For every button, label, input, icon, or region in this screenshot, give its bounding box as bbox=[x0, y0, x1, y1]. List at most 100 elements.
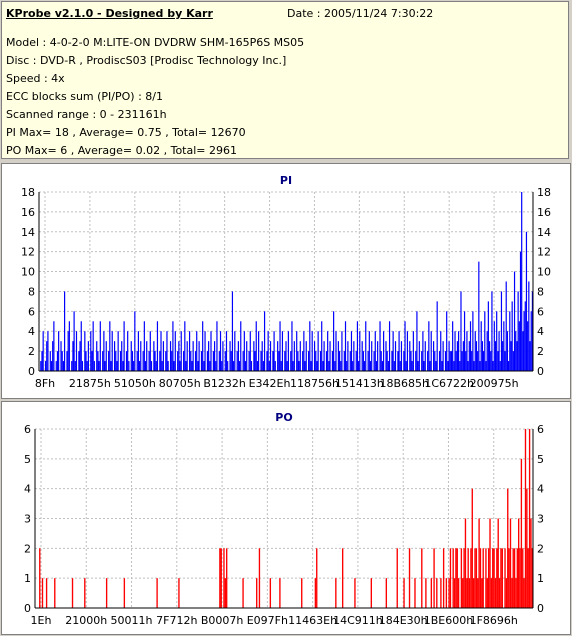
data-bar bbox=[154, 351, 156, 371]
data-bar bbox=[480, 321, 482, 371]
data-bar bbox=[72, 341, 74, 371]
data-bar bbox=[433, 341, 435, 371]
series-bars bbox=[40, 192, 533, 371]
data-bar bbox=[340, 361, 342, 371]
data-bar bbox=[462, 578, 464, 608]
data-bar bbox=[96, 341, 98, 371]
data-bar bbox=[263, 311, 266, 371]
data-bar bbox=[231, 291, 234, 371]
data-bar bbox=[343, 351, 345, 371]
data-bar bbox=[41, 578, 44, 608]
data-bar bbox=[460, 291, 462, 371]
data-bar bbox=[349, 351, 351, 371]
data-bar bbox=[465, 351, 467, 371]
data-bar bbox=[238, 361, 241, 371]
data-bar bbox=[341, 331, 343, 371]
data-bar bbox=[367, 351, 369, 371]
data-bar bbox=[113, 341, 116, 371]
data-bar bbox=[370, 578, 372, 608]
y-tick-label-left: 10 bbox=[21, 266, 35, 279]
data-bar bbox=[333, 311, 335, 371]
data-bar bbox=[462, 341, 464, 371]
data-bar bbox=[442, 548, 445, 608]
data-bar bbox=[424, 341, 426, 371]
data-bar bbox=[490, 351, 492, 371]
data-bar bbox=[172, 321, 174, 371]
data-bar bbox=[125, 351, 128, 371]
data-bar bbox=[256, 361, 259, 371]
data-bar bbox=[511, 578, 513, 608]
data-bar bbox=[329, 341, 331, 371]
data-bar bbox=[470, 548, 472, 608]
data-bar bbox=[488, 341, 491, 371]
data-bar bbox=[61, 351, 63, 371]
data-bar bbox=[293, 341, 295, 371]
data-bar bbox=[489, 518, 491, 608]
data-bar bbox=[471, 488, 473, 608]
data-bar bbox=[216, 321, 218, 371]
data-bar bbox=[411, 361, 413, 371]
data-bar bbox=[386, 351, 388, 371]
data-bar bbox=[209, 361, 211, 371]
data-bar bbox=[385, 341, 387, 371]
y-tick-label-right: 1 bbox=[537, 572, 544, 585]
data-bar bbox=[291, 321, 293, 371]
data-bar bbox=[380, 351, 382, 371]
data-bar bbox=[272, 351, 274, 371]
data-bar bbox=[481, 341, 483, 371]
data-bar bbox=[156, 321, 159, 371]
data-bar bbox=[440, 331, 442, 371]
ecc-blocks-line: ECC blocks sum (PI/PO) : 8/1 bbox=[6, 90, 163, 103]
y-tick-label-right: 2 bbox=[537, 345, 544, 358]
speed-line: Speed : 4x bbox=[6, 72, 65, 85]
data-bar bbox=[394, 341, 397, 371]
data-bar bbox=[122, 361, 124, 371]
data-bar bbox=[110, 361, 112, 371]
data-bar bbox=[134, 311, 136, 371]
y-tick-label-right: 8 bbox=[537, 285, 544, 298]
data-bar bbox=[482, 548, 484, 608]
data-bar bbox=[41, 351, 43, 371]
data-bar bbox=[504, 548, 506, 608]
data-bar bbox=[311, 331, 313, 371]
data-bar bbox=[50, 361, 53, 371]
data-bar bbox=[362, 351, 364, 371]
x-tick-label: E097Fh bbox=[247, 614, 288, 627]
data-bar bbox=[278, 351, 280, 371]
data-bar bbox=[477, 578, 479, 608]
data-bar bbox=[236, 351, 238, 371]
data-bar bbox=[123, 321, 125, 371]
y-tick-label-right: 6 bbox=[537, 305, 544, 318]
data-bar bbox=[47, 331, 49, 371]
data-bar bbox=[223, 548, 225, 608]
po-summary-line: PO Max= 6 , Average= 0.02 , Total= 2961 bbox=[6, 144, 237, 157]
data-bar bbox=[137, 331, 139, 371]
data-bar bbox=[492, 361, 494, 371]
data-bar bbox=[98, 361, 100, 371]
data-bar bbox=[415, 351, 417, 371]
data-bar bbox=[392, 331, 394, 371]
data-bar bbox=[254, 351, 256, 371]
y-tick-label-right: 0 bbox=[537, 602, 544, 615]
data-bar bbox=[71, 361, 73, 371]
data-bar bbox=[303, 331, 305, 371]
data-bar bbox=[258, 548, 261, 608]
y-tick-label-right: 4 bbox=[537, 483, 544, 496]
chart-title: PO bbox=[275, 411, 292, 424]
disc-line: Disc : DVD-R , ProdiscS03 [Prodisc Techn… bbox=[6, 54, 287, 67]
data-bar bbox=[441, 361, 443, 371]
data-bar bbox=[448, 578, 450, 608]
data-bar bbox=[319, 351, 322, 371]
data-bar bbox=[377, 341, 379, 371]
data-bar bbox=[140, 341, 142, 371]
data-bar bbox=[202, 321, 204, 371]
scan-date: Date : 2005/11/24 7:30:22 bbox=[287, 7, 434, 20]
data-bar bbox=[229, 341, 231, 371]
y-tick-label-right: 12 bbox=[537, 246, 551, 259]
data-bar bbox=[421, 548, 423, 608]
data-bar bbox=[448, 341, 450, 371]
data-bar bbox=[527, 548, 529, 608]
data-bar bbox=[438, 351, 441, 371]
y-tick-label-right: 3 bbox=[537, 513, 544, 526]
data-bar bbox=[463, 311, 466, 371]
